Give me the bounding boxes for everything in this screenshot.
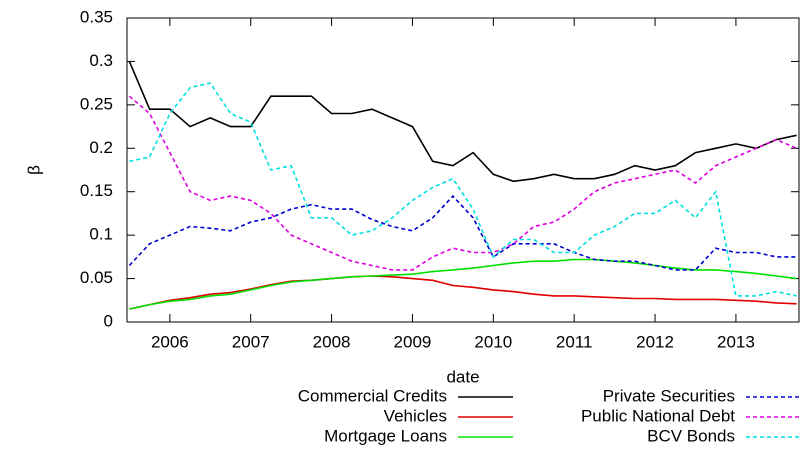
x-tick-label: 2008 — [313, 332, 351, 351]
legend-label: BCV Bonds — [647, 426, 735, 445]
x-tick-label: 2010 — [474, 332, 512, 351]
x-tick-label: 2013 — [717, 332, 755, 351]
x-axis-label: date — [446, 367, 479, 386]
series-line — [129, 275, 797, 310]
y-tick-label: 0.2 — [89, 138, 113, 157]
plot-frame — [126, 17, 800, 323]
series-line — [128, 95, 797, 271]
series-line — [128, 61, 797, 183]
y-tick-label: 0.15 — [80, 181, 113, 200]
legend-label: Private Securities — [603, 386, 735, 405]
series-line — [128, 194, 797, 271]
legend-label: Commercial Credits — [298, 386, 447, 405]
y-tick-label: 0.3 — [89, 51, 113, 70]
legend-label: Mortgage Loans — [324, 426, 447, 445]
x-tick-label: 2006 — [151, 332, 189, 351]
y-tick-label: 0.25 — [80, 94, 113, 113]
y-tick-label: 0.1 — [89, 225, 113, 244]
x-tick-label: 2012 — [636, 332, 674, 351]
series-line — [129, 82, 797, 297]
y-axis-label: β — [24, 165, 43, 175]
legend-label: Public National Debt — [581, 406, 735, 425]
y-tick-label: 0.35 — [80, 7, 113, 26]
x-tick-label: 2007 — [232, 332, 270, 351]
x-tick-label: 2011 — [556, 332, 593, 351]
legend-label: Vehicles — [384, 406, 447, 425]
x-tick-label: 2009 — [394, 332, 432, 351]
y-tick-label: 0.05 — [80, 268, 113, 287]
y-tick-label: 0 — [104, 311, 113, 330]
series-line — [129, 258, 797, 310]
